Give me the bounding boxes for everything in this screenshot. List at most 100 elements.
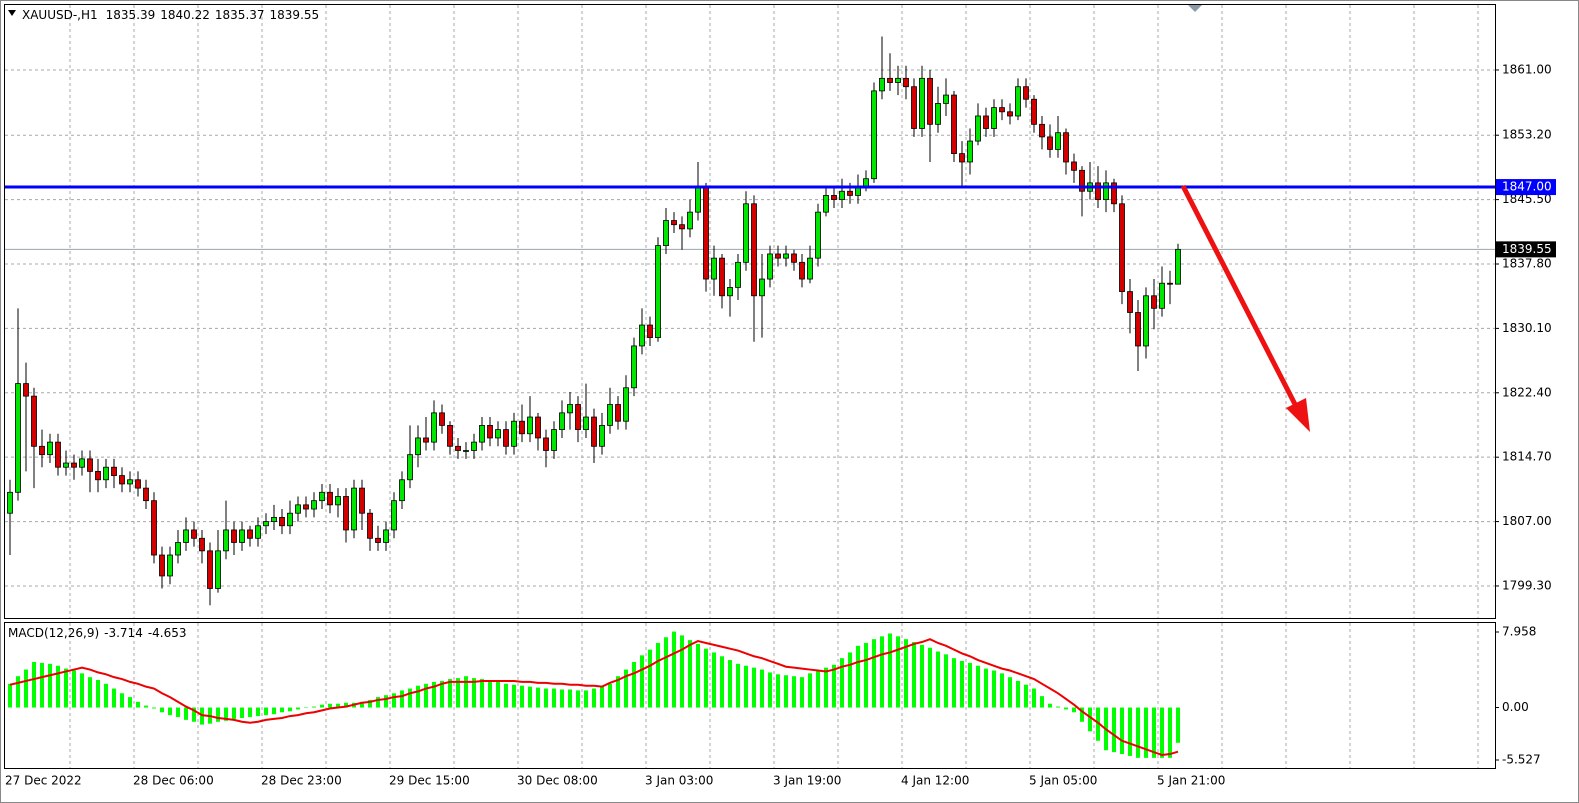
macd-bar [984, 668, 988, 708]
x-tick-label: 3 Jan 19:00 [773, 774, 841, 788]
macd-bar [280, 707, 284, 713]
macd-bar [744, 665, 748, 708]
candle-body [1159, 282, 1165, 309]
macd-bar [432, 681, 436, 708]
candle-body [695, 186, 701, 213]
price-panel-frame [4, 4, 1496, 619]
macd-bar [1136, 707, 1140, 758]
candle-body [223, 529, 229, 552]
macd-bar [952, 658, 956, 708]
candle-body [1063, 132, 1069, 163]
macd-bar [416, 685, 420, 708]
macd-bar [80, 673, 84, 708]
macd-bar [656, 642, 660, 708]
y-tick-label: -5.527 [1502, 752, 1541, 766]
x-tick-label: 27 Dec 2022 [5, 774, 82, 788]
candle-body [679, 224, 685, 230]
macd-bar [240, 707, 244, 718]
macd-bar [1096, 707, 1100, 741]
macd-bar [800, 677, 804, 708]
candle-body [63, 462, 69, 468]
mark-layer [5, 36, 1495, 758]
macd-bar [1176, 707, 1180, 743]
macd-bar [568, 689, 572, 708]
candle-body [551, 429, 557, 451]
macd-bar [488, 680, 492, 708]
y-tick-label: 1814.70 [1502, 450, 1552, 464]
candle-body [127, 479, 133, 485]
macd-bar [576, 690, 580, 708]
candle-body [15, 383, 21, 493]
candle-body [55, 441, 61, 468]
macd-bar [768, 672, 772, 708]
candle-body [879, 77, 885, 92]
y-tick-label: 7.958 [1502, 624, 1536, 638]
candle-body [1047, 136, 1053, 150]
candle-body [935, 103, 941, 125]
symbol-title: XAUUSD-,H1 [22, 8, 98, 22]
macd-bar [840, 658, 844, 708]
macd-bar [296, 707, 300, 710]
candle-body [1055, 132, 1061, 150]
candle-body [583, 416, 589, 430]
macd-bar [8, 683, 12, 708]
y-tick-label: 1853.20 [1502, 128, 1552, 142]
candle-body [567, 404, 573, 414]
macd-bar [312, 706, 316, 708]
candle-body [183, 529, 189, 543]
y-tick-label: 0.00 [1502, 700, 1529, 714]
macd-bar [104, 683, 108, 708]
macd-bar [384, 695, 388, 708]
grid-layer [5, 5, 1499, 768]
x-tick-label: 3 Jan 03:00 [645, 774, 713, 788]
price-label-box [1496, 241, 1556, 258]
candle-body [295, 504, 301, 514]
candle-body [1071, 161, 1077, 171]
macd-bar [760, 669, 764, 708]
candle-body [847, 190, 853, 196]
candle-body [31, 395, 37, 447]
macd-bar [560, 689, 564, 708]
macd-bar [528, 686, 532, 708]
macd-bar [944, 654, 948, 708]
macd-bar [424, 683, 428, 708]
macd-bar [792, 676, 796, 708]
candle-body [39, 445, 45, 456]
macd-value: -3.714 [104, 626, 143, 640]
candle-body [151, 500, 157, 556]
candle-body [535, 416, 541, 439]
macd-bar [624, 669, 628, 708]
candle-body [7, 491, 13, 514]
candle-body [975, 115, 981, 142]
candle-body [767, 253, 773, 280]
candle-body [1023, 86, 1029, 100]
candle-body [495, 429, 501, 439]
macd-bar [224, 707, 228, 721]
macd-bar [448, 679, 452, 708]
candle-body [167, 554, 173, 577]
macd-bar [824, 667, 828, 708]
candle-body [79, 458, 85, 468]
macd-bar [256, 707, 260, 717]
macd-bar [368, 699, 372, 708]
candle-body [927, 77, 933, 125]
candle-body [1103, 182, 1109, 201]
macd-bar [872, 639, 876, 708]
candle-body [239, 529, 245, 543]
candle-body [455, 445, 461, 451]
macd-bar [592, 688, 596, 708]
macd-bar [168, 707, 172, 716]
macd-bar [1152, 707, 1156, 758]
macd-bar [336, 703, 340, 708]
macd-bar [288, 707, 292, 712]
candle-body [999, 107, 1005, 113]
candle-body [263, 521, 269, 527]
candle-body [615, 404, 621, 422]
macd-bar [216, 707, 220, 722]
macd-bar [88, 677, 92, 708]
candle-body [487, 425, 493, 439]
candle-body [431, 412, 437, 443]
candle-body [103, 466, 109, 481]
macd-bar [32, 661, 36, 708]
